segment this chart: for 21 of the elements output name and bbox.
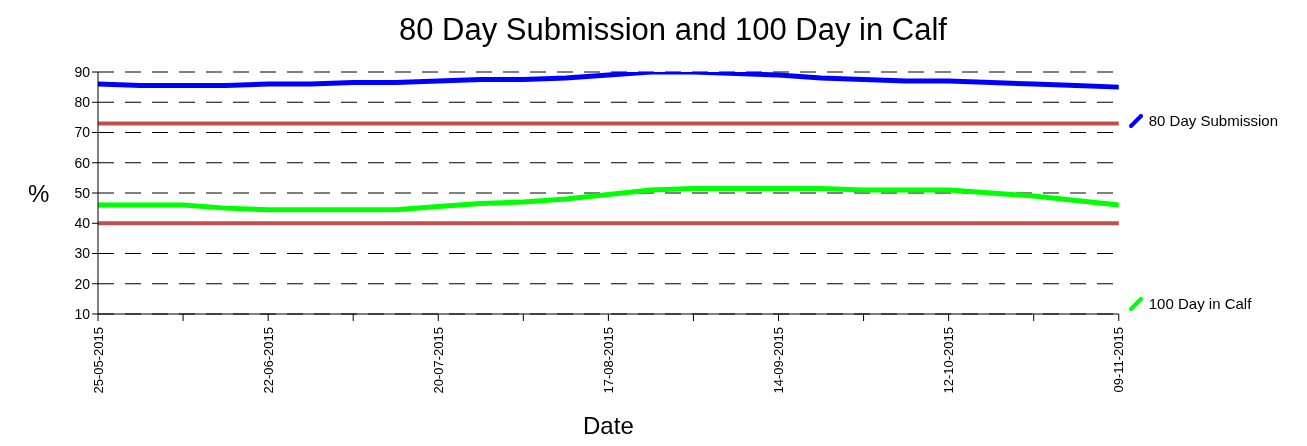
y-tick-label: 50 <box>74 184 91 201</box>
y-axis-title: % <box>28 179 50 207</box>
y-tick-label: 40 <box>74 215 91 232</box>
x-tick-label: 22-06-2015 <box>260 327 276 394</box>
x-axis-title: Date <box>583 412 634 439</box>
y-tick-label: 70 <box>74 124 91 141</box>
x-tick-label: 09-11-2015 <box>1111 327 1127 393</box>
y-tick-label: 60 <box>74 154 91 171</box>
legend-label: 100 Day in Calf <box>1148 295 1252 312</box>
y-tick-label: 20 <box>74 275 91 292</box>
chart-title: 80 Day Submission and 100 Day in Calf <box>398 11 948 49</box>
x-tick-label: 25-05-2015 <box>90 327 106 394</box>
y-tick-label: 80 <box>74 94 91 111</box>
y-tick-label: 10 <box>74 305 91 322</box>
y-tick-label: 90 <box>74 63 91 80</box>
x-tick-label: 20-07-2015 <box>430 327 446 394</box>
x-tick-label: 14-09-2015 <box>771 327 787 394</box>
x-tick-label: 17-08-2015 <box>600 327 616 394</box>
x-tick-label: 12-10-2015 <box>941 327 957 394</box>
legend-label: 80 Day Submission <box>1148 112 1278 129</box>
y-tick-label: 30 <box>74 245 91 262</box>
